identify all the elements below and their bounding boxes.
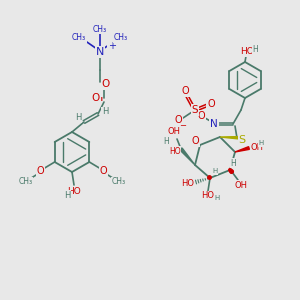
Text: HO: HO [240,47,254,56]
Text: N: N [210,119,218,129]
Text: N: N [96,47,104,57]
Polygon shape [220,136,244,140]
Text: OH: OH [235,181,248,190]
Text: S: S [238,135,246,145]
Text: H: H [64,190,70,200]
Text: H: H [102,107,108,116]
Text: H: H [212,168,217,174]
Text: H: H [258,140,264,146]
Text: OH: OH [250,142,263,152]
Text: CH₃: CH₃ [19,178,33,187]
Text: CH₃: CH₃ [114,34,128,43]
Text: H: H [163,136,169,146]
Text: O: O [37,166,44,176]
Text: CH₃: CH₃ [93,25,107,34]
Text: O: O [181,86,189,96]
Text: CH₃: CH₃ [111,178,125,187]
Text: HO: HO [202,191,214,200]
Text: +: + [108,41,116,51]
Text: O: O [207,99,215,109]
Polygon shape [180,148,195,165]
Text: −: − [179,122,187,130]
Text: O: O [100,166,107,176]
Text: H: H [230,158,236,167]
Text: O: O [197,111,205,121]
Text: HO: HO [67,187,81,196]
Text: CH₃: CH₃ [72,34,86,43]
Text: S: S [192,105,198,115]
Polygon shape [235,147,249,152]
Text: H: H [214,195,220,201]
Text: H: H [75,113,81,122]
Text: O: O [92,93,100,103]
Text: HO: HO [169,146,181,155]
Text: H: H [252,44,258,53]
Text: O: O [191,136,199,146]
Text: O: O [174,115,182,125]
Text: HO: HO [182,179,194,188]
Text: O: O [102,79,110,89]
Text: OH: OH [167,128,181,136]
